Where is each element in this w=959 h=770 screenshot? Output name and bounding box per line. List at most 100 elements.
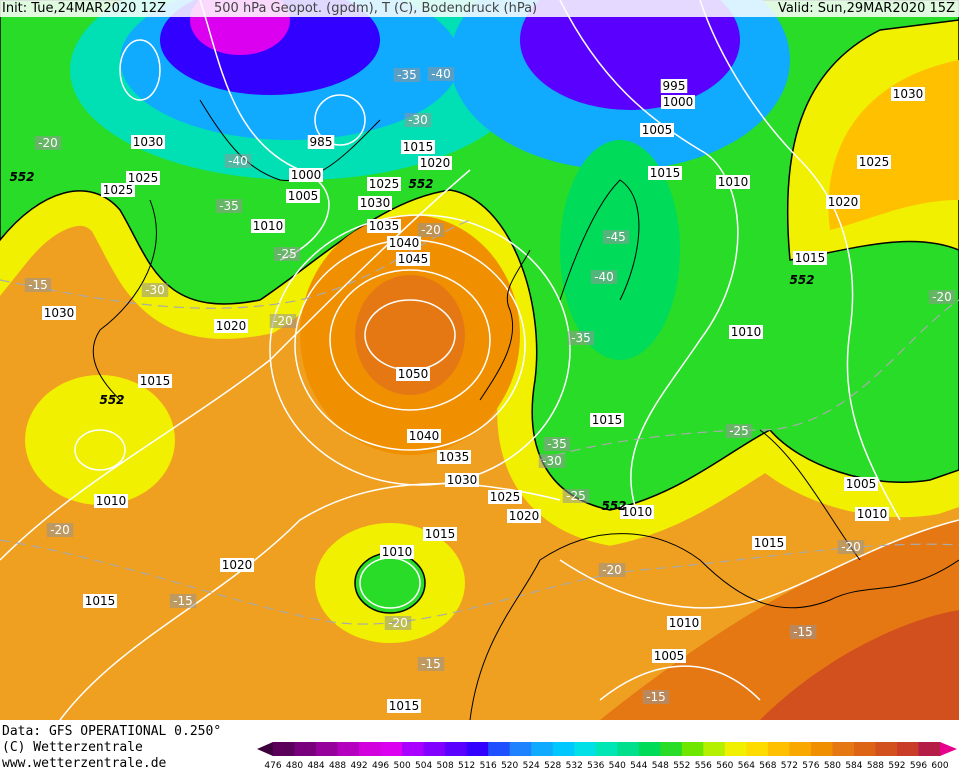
pressure-label-box <box>396 367 430 381</box>
pressure-label-box <box>667 616 701 630</box>
temperature-label: -25 <box>566 489 586 503</box>
colorbar-label: 488 <box>329 761 346 770</box>
pressure-label: 1030 <box>893 87 924 101</box>
temperature-label: -15 <box>28 278 48 292</box>
pressure-label-box <box>445 473 479 487</box>
colorbar-label: 524 <box>523 761 540 770</box>
pressure-label: 1010 <box>382 545 413 559</box>
pressure-label: 1010 <box>857 507 888 521</box>
pressure-label: 1000 <box>663 95 694 109</box>
colorbar-segment <box>638 742 661 756</box>
colorbar-label: 588 <box>867 761 884 770</box>
temperature-label-box <box>393 68 421 82</box>
colorbar-segment <box>703 742 726 756</box>
colorbar-segment <box>660 742 683 756</box>
pressure-label-box <box>716 175 750 189</box>
temperature-label-box <box>224 154 252 168</box>
pressure-label: 1040 <box>389 236 420 250</box>
colorbar-segment <box>574 742 597 756</box>
temperature-label: -20 <box>421 223 441 237</box>
pressure-label: 1025 <box>128 171 159 185</box>
temperature-label-box <box>404 113 432 127</box>
colorbar-segment <box>595 742 618 756</box>
temperature-label: -20 <box>388 616 408 630</box>
temperature-label-box <box>567 331 595 345</box>
pressure-label-box <box>286 189 320 203</box>
pressure-label-box <box>660 79 688 93</box>
pressure-label: 1015 <box>389 699 420 713</box>
colorbar-segment <box>853 742 876 756</box>
pressure-label: 1025 <box>103 183 134 197</box>
temperature-label: -35 <box>571 331 591 345</box>
temperature-label: -15 <box>173 594 193 608</box>
pressure-label: 1005 <box>846 477 877 491</box>
colorbar-segment <box>402 742 425 756</box>
colorbar-label: 568 <box>759 761 776 770</box>
temperature-label-box <box>417 223 445 237</box>
colorbar-segment <box>724 742 747 756</box>
pressure-label: 1010 <box>669 616 700 630</box>
temperature-label: -30 <box>145 283 165 297</box>
colorbar-label: 556 <box>695 761 712 770</box>
colorbar-label: 492 <box>350 761 367 770</box>
colorbar-label: 592 <box>888 761 905 770</box>
temperature-label-box <box>215 199 243 213</box>
colorbar-label: 500 <box>394 761 411 770</box>
temperature-label: -15 <box>421 657 441 671</box>
pressure-label-box <box>367 219 401 233</box>
colorbar-label: 508 <box>437 761 454 770</box>
copyright: (C) Wetterzentrale <box>2 740 143 755</box>
colorbar-segment <box>509 742 532 756</box>
pressure-label: 1010 <box>731 325 762 339</box>
temperature-label: -20 <box>38 136 58 150</box>
pressure-label-box <box>387 236 421 250</box>
colorbar-label: 516 <box>480 761 497 770</box>
pressure-label-box <box>401 140 435 154</box>
colorbar: 476 480 484 488 492 496 500 504 508 512 516 520 524 5… <box>257 742 957 770</box>
pressure-label-box <box>590 413 624 427</box>
pressure-label-box <box>220 558 254 572</box>
pressure-label-box <box>418 156 452 170</box>
pressure-label: 1040 <box>409 429 440 443</box>
pressure-label: 1005 <box>654 649 685 663</box>
temperature-label-box <box>928 290 956 304</box>
temperature-label: -15 <box>793 625 813 639</box>
colorbar-segment <box>337 742 360 756</box>
colorbar-segment <box>832 742 855 756</box>
pressure-label: 1030 <box>360 196 391 210</box>
low-west <box>25 375 175 505</box>
colorbar-label: 536 <box>587 761 604 770</box>
colorbar-segment <box>896 742 919 756</box>
temperature-label: -40 <box>431 67 451 81</box>
pressure-label-box <box>855 507 889 521</box>
pressure-label-box <box>423 527 457 541</box>
temperature-label: -20 <box>50 523 70 537</box>
colorbar-segment <box>273 742 296 756</box>
colorbar-segment <box>767 742 790 756</box>
colorbar-segment <box>488 742 511 756</box>
isobars <box>0 0 959 721</box>
pressure-label-box <box>42 306 76 320</box>
colorbar-label: 544 <box>630 761 647 770</box>
website: www.wetterzentrale.de <box>2 756 167 770</box>
colorbar-label: 504 <box>415 761 432 770</box>
temperature-label-box <box>562 489 590 503</box>
pressure-label: 1030 <box>447 473 478 487</box>
temperature-label: -40 <box>594 270 614 284</box>
pressure-label-box <box>214 319 248 333</box>
temperature-label-box <box>538 454 566 468</box>
pressure-label-box <box>131 135 165 149</box>
temperature-label: -45 <box>606 230 626 244</box>
pressure-label-box <box>83 594 117 608</box>
trough <box>560 140 680 360</box>
temperature-label: -25 <box>729 424 749 438</box>
pressure-label: 1030 <box>133 135 164 149</box>
pressure-label: 1015 <box>795 251 826 265</box>
colorbar-segment <box>617 742 640 756</box>
temperature-label: -30 <box>542 454 562 468</box>
cutoff-low <box>354 552 426 614</box>
hot-field <box>760 610 959 720</box>
